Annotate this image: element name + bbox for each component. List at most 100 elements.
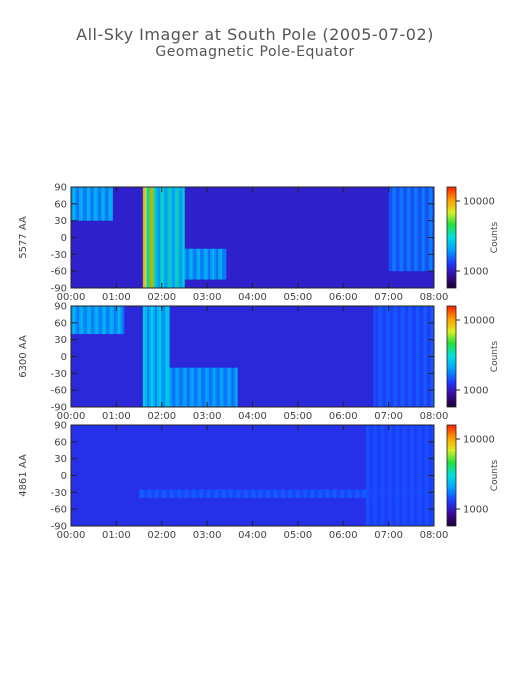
- y-tick-label: -30: [51, 369, 67, 380]
- intensity-stripe: [199, 489, 202, 498]
- intensity-stripe: [353, 489, 357, 498]
- intensity-stripe: [215, 489, 218, 498]
- intensity-stripe: [88, 187, 92, 221]
- intensity-stripe: [84, 187, 88, 221]
- intensity-stripe: [185, 367, 188, 407]
- intensity-stripe: [160, 187, 163, 288]
- intensity-stripe: [101, 306, 104, 335]
- intensity-stripe: [195, 367, 198, 407]
- intensity-stripe: [397, 425, 401, 526]
- intensity-stripe: [157, 489, 160, 498]
- intensity-stripe: [89, 306, 92, 335]
- intensity-stripe: [307, 489, 310, 498]
- intensity-stripe: [355, 489, 359, 498]
- colorbar-tick-label: 1000: [463, 505, 488, 516]
- intensity-stripe: [375, 425, 379, 526]
- intensity-stripe: [147, 489, 150, 498]
- intensity-stripe: [142, 306, 146, 407]
- intensity-stripe: [107, 306, 110, 335]
- intensity-stripe: [187, 367, 190, 407]
- intensity-stripe: [245, 489, 248, 498]
- intensity-stripe: [291, 489, 294, 498]
- intensity-stripe: [229, 367, 232, 407]
- colorbar-tick-label: 10000: [463, 435, 495, 446]
- x-tick-label: 00:00: [57, 411, 86, 422]
- intensity-stripe: [383, 306, 386, 407]
- x-tick-label: 05:00: [283, 411, 312, 422]
- intensity-stripe: [193, 489, 196, 498]
- intensity-stripe: [407, 306, 411, 407]
- intensity-stripe: [412, 187, 415, 272]
- intensity-stripe: [201, 489, 204, 498]
- intensity-stripe: [421, 425, 425, 526]
- intensity-stripe: [99, 306, 102, 335]
- y-tick-label: 0: [61, 233, 67, 244]
- intensity-stripe: [243, 489, 246, 498]
- intensity-stripe: [179, 489, 182, 498]
- intensity-stripe: [148, 306, 152, 407]
- intensity-stripe: [417, 306, 421, 407]
- intensity-stripe: [430, 187, 433, 272]
- intensity-stripe: [142, 187, 146, 288]
- intensity-stripe: [377, 306, 380, 407]
- y-tick-label: -90: [51, 403, 67, 414]
- y-tick-label: 0: [61, 352, 67, 363]
- intensity-stripe: [395, 306, 398, 407]
- intensity-stripe: [337, 489, 340, 498]
- intensity-stripe: [207, 367, 210, 407]
- intensity-stripe: [201, 367, 204, 407]
- x-tick-label: 05:00: [283, 292, 312, 303]
- intensity-feature-2: [142, 306, 170, 407]
- intensity-stripe: [225, 367, 228, 407]
- intensity-stripe: [198, 248, 201, 280]
- intensity-stripe: [424, 187, 427, 272]
- x-tick-label: 07:00: [374, 292, 403, 303]
- intensity-stripe: [381, 425, 385, 526]
- intensity-stripe: [213, 367, 216, 407]
- intensity-stripe: [152, 187, 155, 288]
- intensity-stripe: [357, 489, 361, 498]
- x-tick-label: 06:00: [329, 530, 358, 541]
- intensity-stripe: [205, 367, 208, 407]
- intensity-stripe: [259, 489, 262, 498]
- intensity-stripe: [73, 306, 76, 335]
- colorbar: 10000 1000 Counts: [446, 305, 500, 408]
- intensity-stripe: [393, 425, 397, 526]
- intensity-stripe: [209, 367, 212, 407]
- intensity-stripe: [171, 367, 174, 407]
- intensity-stripe: [113, 306, 117, 335]
- intensity-stripe: [265, 489, 268, 498]
- intensity-stripe: [387, 425, 391, 526]
- intensity-stripe: [419, 425, 423, 526]
- intensity-stripe: [413, 306, 417, 407]
- intensity-stripe: [409, 425, 413, 526]
- intensity-stripe: [191, 489, 194, 498]
- intensity-stripe: [369, 425, 373, 526]
- colorbar-tick-label: 10000: [463, 316, 495, 327]
- intensity-stripe: [235, 367, 238, 407]
- intensity-stripe: [91, 306, 94, 335]
- x-tick-label: 07:00: [374, 411, 403, 422]
- intensity-stripe: [167, 306, 170, 407]
- intensity-stripe: [143, 489, 146, 498]
- intensity-stripe: [184, 248, 187, 280]
- intensity-stripe: [82, 187, 86, 221]
- intensity-stripe: [158, 187, 161, 288]
- intensity-stripe: [351, 489, 355, 498]
- intensity-stripe: [423, 306, 427, 407]
- intensity-stripe: [223, 489, 226, 498]
- intensity-stripe: [408, 187, 411, 272]
- intensity-stripe: [379, 425, 383, 526]
- intensity-stripe: [105, 306, 108, 335]
- intensity-stripe: [345, 489, 349, 498]
- intensity-stripe: [203, 489, 206, 498]
- intensity-stripe: [194, 248, 197, 280]
- intensity-stripe: [319, 489, 322, 498]
- intensity-stripe: [144, 306, 148, 407]
- intensity-stripe: [98, 187, 102, 221]
- intensity-stripe: [218, 248, 221, 280]
- intensity-stripe: [303, 489, 306, 498]
- intensity-stripe: [169, 489, 172, 498]
